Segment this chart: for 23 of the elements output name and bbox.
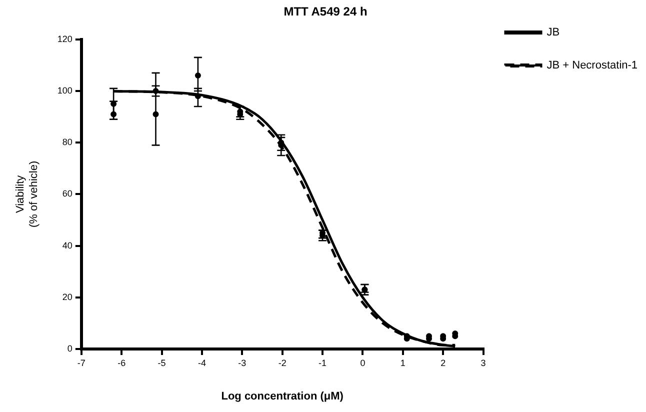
y-tick-label: 120 — [57, 34, 72, 44]
legend-label: JB + Necrostatin-1 — [546, 60, 638, 72]
y-tick-label: 0 — [67, 343, 72, 354]
x-tick-label: -7 — [77, 358, 86, 368]
y-tick-label: 60 — [62, 188, 72, 199]
y-tick-label: 100 — [57, 85, 72, 96]
x-tick-label: -1 — [318, 358, 327, 368]
x-tick-label: 2 — [440, 358, 446, 368]
y-tick-label: 80 — [62, 137, 72, 148]
y-axis-title: Viability (% of vehicle) — [14, 160, 40, 228]
x-axis-title: Log concentration (μM) — [221, 390, 344, 402]
x-tick-label: -2 — [278, 358, 286, 368]
x-tick-label: 1 — [400, 358, 406, 368]
y-tick-label: 20 — [62, 292, 72, 302]
x-tick-label: -6 — [118, 358, 126, 368]
chart-title: MTT A549 24 h — [284, 4, 368, 19]
x-tick-label: 3 — [480, 358, 486, 368]
legend-label: JB — [546, 26, 560, 39]
x-tick-label: -3 — [238, 358, 246, 368]
x-tick-label: -4 — [198, 358, 206, 368]
x-tick-label: -5 — [158, 358, 166, 368]
y-tick-label: 40 — [62, 240, 72, 250]
x-tick-label: 0 — [360, 358, 366, 368]
